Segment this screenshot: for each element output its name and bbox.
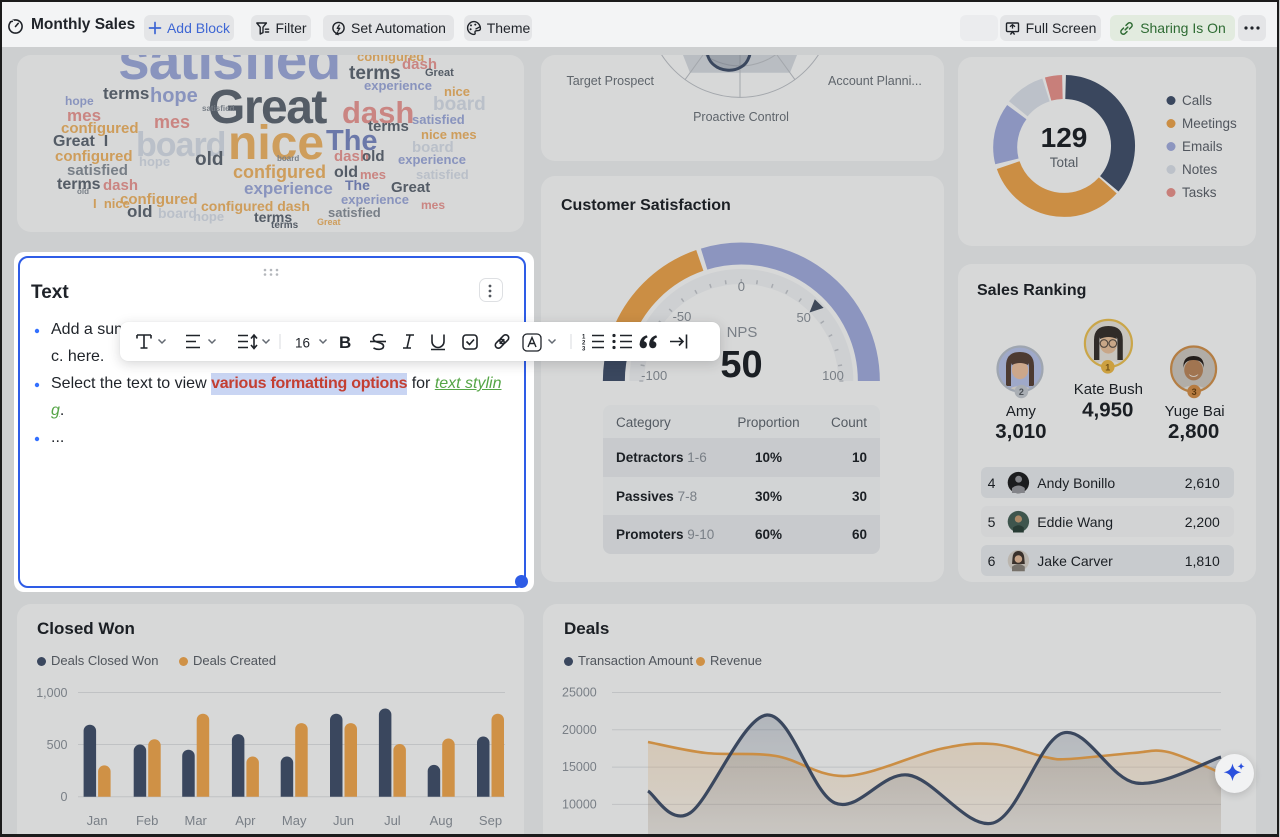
svg-text:Jan: Jan [87, 813, 108, 828]
svg-text:4: 4 [988, 475, 996, 491]
svg-text:-100: -100 [641, 368, 667, 383]
svg-text:2: 2 [582, 341, 586, 347]
svg-text:2,200: 2,200 [1185, 514, 1220, 530]
svg-text:Total: Total [1050, 155, 1079, 170]
svg-text:25000: 25000 [562, 686, 597, 700]
svg-text:0: 0 [61, 790, 68, 804]
svg-text:2: 2 [1019, 387, 1024, 397]
svg-text:50: 50 [720, 344, 762, 386]
svg-text:129: 129 [1041, 122, 1088, 153]
svg-text:Aug: Aug [430, 813, 453, 828]
svg-text:Eddie Wang: Eddie Wang [1037, 514, 1113, 530]
svg-text:6: 6 [988, 553, 996, 569]
svg-text:20000: 20000 [562, 723, 597, 737]
svg-text:5: 5 [988, 514, 996, 530]
svg-text:1,810: 1,810 [1185, 553, 1220, 569]
svg-text:Feb: Feb [136, 813, 158, 828]
svg-text:Apr: Apr [235, 813, 256, 828]
svg-text:Tasks: Tasks [1182, 185, 1217, 200]
svg-text:Kate Bush: Kate Bush [1074, 381, 1143, 398]
svg-text:1: 1 [582, 335, 586, 341]
svg-text:B: B [339, 333, 351, 352]
svg-text:NPS: NPS [727, 324, 758, 341]
svg-text:100: 100 [822, 368, 844, 383]
svg-text:Andy Bonillo: Andy Bonillo [1037, 475, 1115, 491]
svg-text:Jun: Jun [333, 813, 354, 828]
svg-text:Amy: Amy [1006, 403, 1037, 420]
svg-text:2,610: 2,610 [1185, 475, 1220, 491]
svg-text:Jul: Jul [384, 813, 401, 828]
svg-text:Target Prospect: Target Prospect [566, 74, 654, 88]
svg-text:Account Planni...: Account Planni... [828, 74, 922, 88]
svg-text:1: 1 [1105, 362, 1110, 372]
svg-text:Sep: Sep [479, 813, 502, 828]
svg-text:50: 50 [796, 310, 810, 325]
svg-text:Yuge Bai: Yuge Bai [1165, 403, 1225, 420]
svg-text:500: 500 [47, 738, 68, 752]
svg-text:Proactive Control: Proactive Control [693, 110, 789, 124]
svg-text:Calls: Calls [1182, 93, 1212, 108]
svg-text:2,800: 2,800 [1168, 420, 1219, 443]
svg-text:16: 16 [295, 336, 310, 351]
svg-text:3: 3 [1192, 387, 1197, 397]
svg-text:Emails: Emails [1182, 139, 1223, 154]
svg-text:3: 3 [582, 347, 586, 353]
svg-text:4,950: 4,950 [1082, 399, 1133, 422]
svg-text:-50: -50 [673, 309, 692, 324]
svg-text:May: May [282, 813, 307, 828]
svg-text:Meetings: Meetings [1182, 116, 1237, 131]
svg-text:10000: 10000 [562, 797, 597, 811]
svg-text:1,000: 1,000 [36, 686, 67, 700]
svg-text:Mar: Mar [185, 813, 208, 828]
svg-text:0: 0 [738, 279, 745, 294]
svg-text:15000: 15000 [562, 760, 597, 774]
svg-text:Jake Carver: Jake Carver [1037, 553, 1113, 569]
svg-text:Notes: Notes [1182, 162, 1218, 177]
svg-text:3,010: 3,010 [995, 420, 1046, 443]
